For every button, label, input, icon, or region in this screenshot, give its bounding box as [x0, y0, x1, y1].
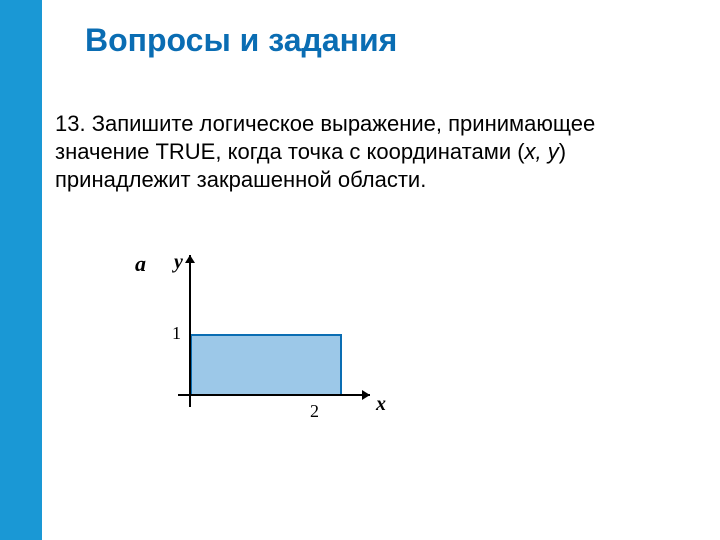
diagram-variant-label: а	[135, 251, 146, 277]
x-tick-label: 2	[310, 401, 319, 422]
left-accent-stripe	[0, 0, 42, 540]
y-axis-label: y	[174, 251, 183, 274]
question-text: 13. Запишите логическое выражение, прини…	[55, 110, 665, 194]
y-tick-label: 1	[172, 323, 181, 344]
question-xy: x, y	[525, 139, 559, 164]
x-axis-label: x	[376, 393, 386, 416]
diagram-svg	[135, 245, 395, 445]
diagram-a: а x y 2 1	[135, 245, 395, 445]
page-title: Вопросы и задания	[85, 22, 397, 59]
question-prefix: 13. Запишите логическое выражение, прини…	[55, 111, 595, 164]
slide: Вопросы и задания 13. Запишите логическо…	[0, 0, 720, 540]
